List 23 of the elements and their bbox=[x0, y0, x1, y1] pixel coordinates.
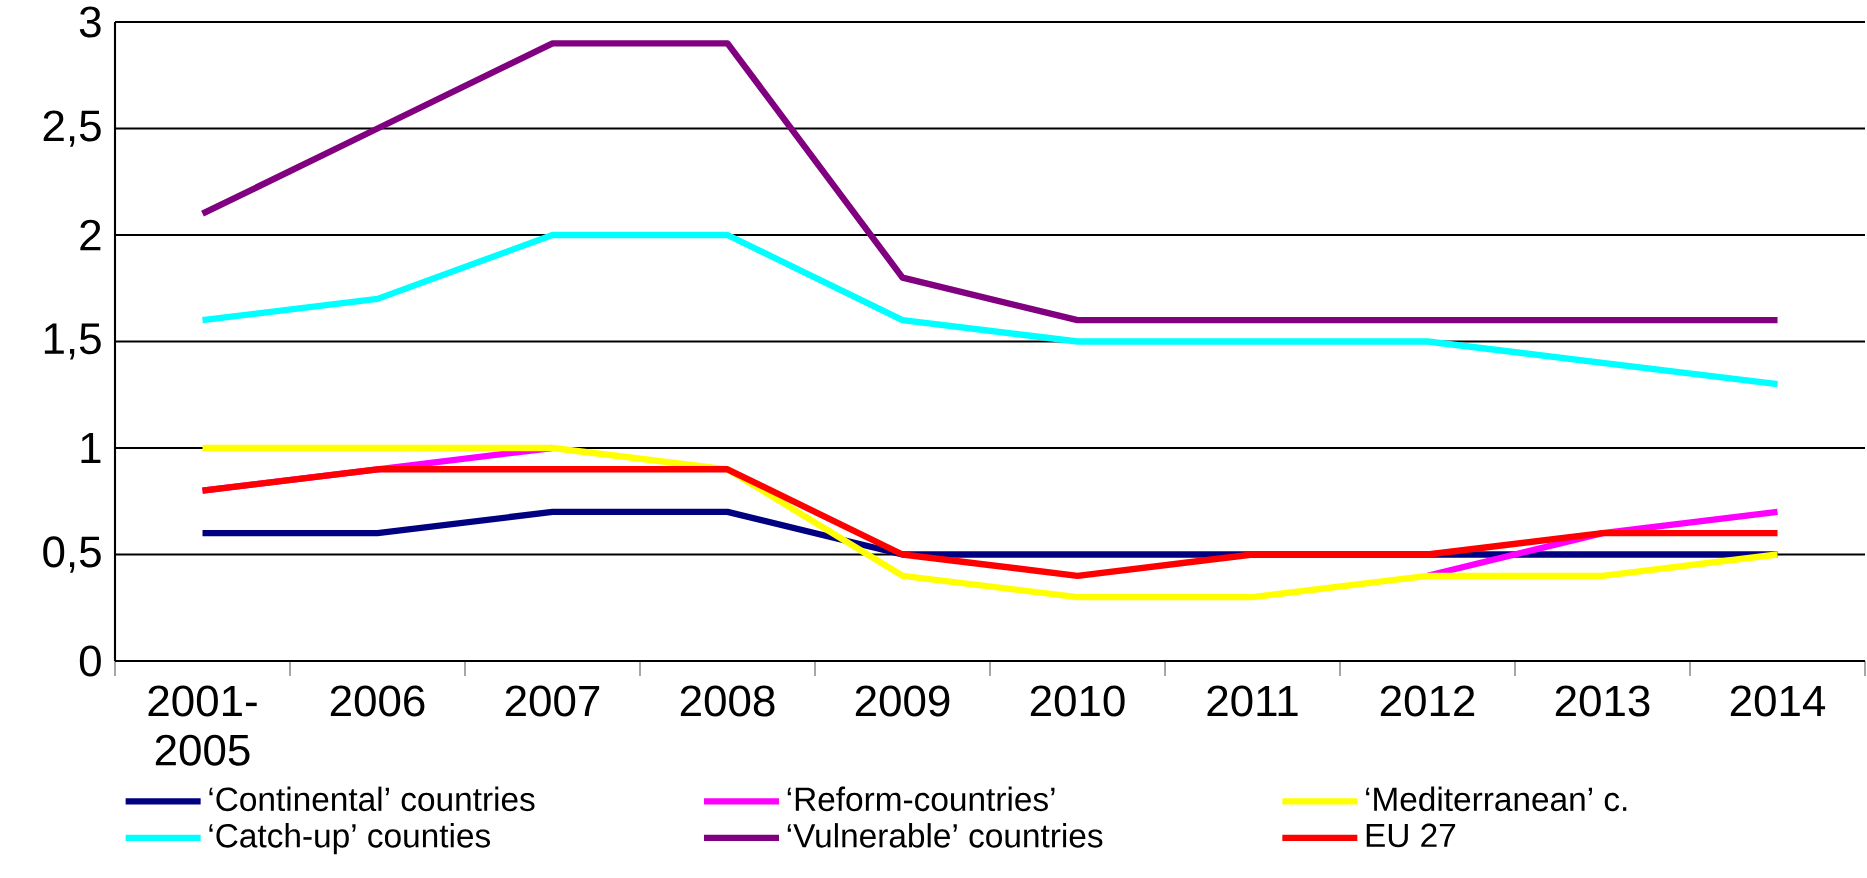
x-tick-label: 2014 bbox=[1730, 685, 1826, 717]
y-tick-label: 2,5 bbox=[43, 110, 101, 147]
x-tick-label: 2012 bbox=[1380, 685, 1475, 717]
x-tick-label: 2006 bbox=[330, 685, 425, 717]
y-tick-label: 1,5 bbox=[44, 323, 101, 360]
x-tick-label: 2001-2005 bbox=[148, 685, 257, 766]
y-tick-label: 1 bbox=[81, 432, 101, 464]
legend-label: ‘Continental’ countries bbox=[209, 786, 535, 812]
legend-label: EU 27 bbox=[1366, 823, 1456, 848]
x-tick-label: 2009 bbox=[855, 685, 950, 717]
legend-label: ‘Catch-up’ counties bbox=[209, 823, 490, 855]
x-tick-label: 2007 bbox=[505, 685, 600, 717]
x-tick-label: 2011 bbox=[1207, 685, 1298, 717]
y-tick-label: 0 bbox=[79, 645, 101, 677]
x-tick-label: 2013 bbox=[1555, 685, 1650, 717]
x-tick-label: 2008 bbox=[680, 685, 775, 717]
y-tick-label: 2 bbox=[80, 219, 101, 251]
y-tick-label: 0,5 bbox=[43, 536, 101, 573]
legend-label: ‘Reform-countries’ bbox=[787, 786, 1055, 812]
legend-label: ‘Mediterranean’ c. bbox=[1366, 786, 1627, 812]
legend-label: ‘Vulnerable’ countries bbox=[787, 823, 1103, 848]
x-tick-label: 2010 bbox=[1030, 685, 1125, 717]
y-tick-label: 3 bbox=[79, 6, 101, 38]
